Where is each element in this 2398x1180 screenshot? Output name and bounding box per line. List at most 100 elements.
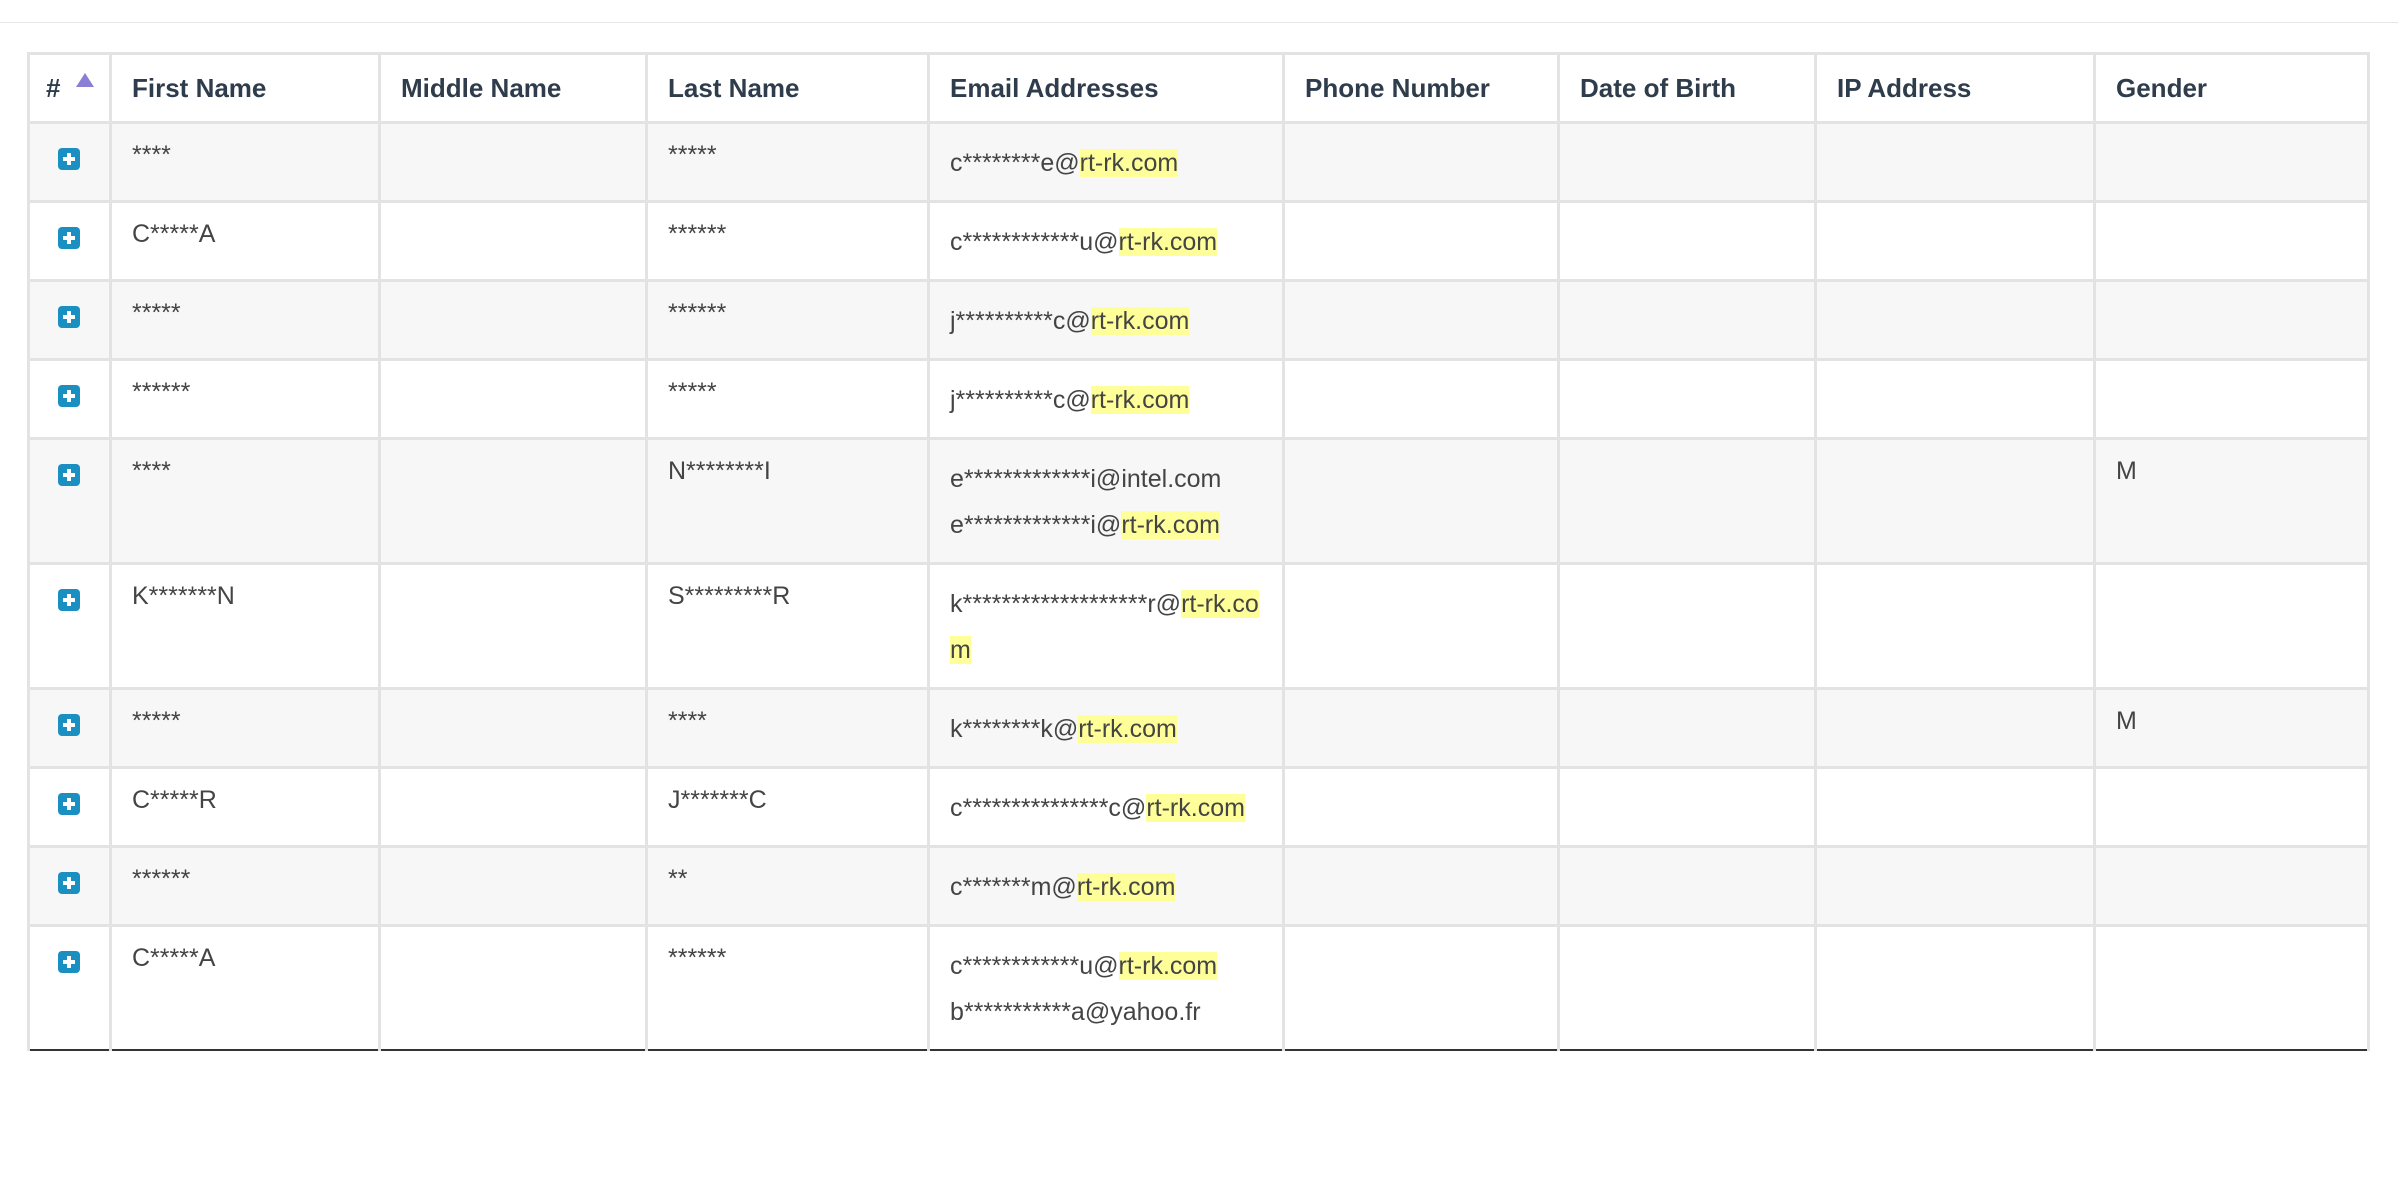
table-row: **** ***** c********e@rt-rk.com bbox=[27, 121, 2370, 203]
expand-cell bbox=[27, 121, 112, 203]
middle-name-cell bbox=[378, 279, 648, 361]
ip-address-cell bbox=[1814, 121, 2096, 203]
expand-plus-icon[interactable] bbox=[58, 227, 80, 249]
email-local-part: b***********a@ bbox=[950, 998, 1111, 1026]
expand-cell bbox=[27, 845, 112, 927]
email-domain-highlight: rt-rk.com bbox=[1146, 794, 1245, 822]
first-name-cell: ***** bbox=[109, 279, 381, 361]
phone-number-cell bbox=[1282, 200, 1560, 282]
last-name-cell: ****** bbox=[645, 200, 930, 282]
date-of-birth-cell bbox=[1557, 200, 1817, 282]
expand-plus-icon[interactable] bbox=[58, 306, 80, 328]
ip-address-cell bbox=[1814, 562, 2096, 690]
column-header-last-name[interactable]: Last Name bbox=[645, 52, 930, 124]
first-name-cell: C*****A bbox=[109, 924, 381, 1051]
email-domain-highlight: rt-rk.com bbox=[1121, 511, 1220, 539]
ip-address-cell bbox=[1814, 437, 2096, 565]
email-address: j**********c@rt-rk.com bbox=[950, 298, 1262, 344]
last-name-cell: ***** bbox=[645, 358, 930, 440]
phone-number-cell bbox=[1282, 279, 1560, 361]
column-header-email-addresses[interactable]: Email Addresses bbox=[927, 52, 1285, 124]
email-domain-highlight: rt-rk.com bbox=[1090, 386, 1190, 414]
top-divider bbox=[0, 22, 2398, 23]
table-row: ***** **** k********k@rt-rk.com M bbox=[27, 687, 2370, 769]
email-local-part: k*******************r@ bbox=[950, 590, 1182, 618]
middle-name-cell bbox=[378, 687, 648, 769]
phone-number-cell bbox=[1282, 924, 1560, 1051]
email-local-part: c************u@ bbox=[950, 228, 1119, 256]
email-local-part: j**********c@ bbox=[950, 307, 1091, 335]
email-address: c*******m@rt-rk.com bbox=[950, 864, 1262, 910]
gender-cell bbox=[2093, 924, 2370, 1051]
expand-cell bbox=[27, 279, 112, 361]
gender-cell: M bbox=[2093, 687, 2370, 769]
email-local-part: c***************c@ bbox=[950, 794, 1147, 822]
email-addresses-cell: j**********c@rt-rk.com bbox=[927, 279, 1285, 361]
phone-number-cell bbox=[1282, 562, 1560, 690]
date-of-birth-cell bbox=[1557, 845, 1817, 927]
expand-plus-icon[interactable] bbox=[58, 148, 80, 170]
date-of-birth-cell bbox=[1557, 437, 1817, 565]
email-addresses-cell: c************u@rt-rk.com bbox=[927, 200, 1285, 282]
email-domain-highlight: rt-rk.com bbox=[1078, 715, 1177, 743]
column-header-index-label: # bbox=[46, 72, 61, 103]
email-address: c***************c@rt-rk.com bbox=[950, 785, 1262, 831]
expand-plus-icon[interactable] bbox=[58, 951, 80, 973]
expand-plus-icon[interactable] bbox=[58, 385, 80, 407]
last-name-cell: ***** bbox=[645, 121, 930, 203]
middle-name-cell bbox=[378, 562, 648, 690]
expand-cell bbox=[27, 358, 112, 440]
last-name-cell: J*******C bbox=[645, 766, 930, 848]
table-row: C*****A ****** c************u@rt-rk.com b**… bbox=[27, 924, 2370, 1051]
date-of-birth-cell bbox=[1557, 562, 1817, 690]
column-header-index[interactable]: # bbox=[27, 52, 112, 124]
column-header-middle-name[interactable]: Middle Name bbox=[378, 52, 648, 124]
column-header-ip-address[interactable]: IP Address bbox=[1814, 52, 2096, 124]
first-name-cell: K*******N bbox=[109, 562, 381, 690]
expand-plus-icon[interactable] bbox=[58, 714, 80, 736]
first-name-cell: ****** bbox=[109, 845, 381, 927]
email-domain-highlight: rt-rk.com bbox=[1079, 149, 1179, 177]
email-addresses-cell: c*******m@rt-rk.com bbox=[927, 845, 1285, 927]
ip-address-cell bbox=[1814, 279, 2096, 361]
ip-address-cell bbox=[1814, 358, 2096, 440]
sort-ascending-icon[interactable] bbox=[76, 72, 95, 87]
middle-name-cell bbox=[378, 437, 648, 565]
email-address: b***********a@yahoo.fr bbox=[950, 989, 1262, 1035]
email-domain: intel.com bbox=[1121, 465, 1222, 493]
ip-address-cell bbox=[1814, 845, 2096, 927]
date-of-birth-cell bbox=[1557, 766, 1817, 848]
table-row: ***********j**********c@rt-rk.com bbox=[27, 279, 2370, 361]
expand-plus-icon[interactable] bbox=[58, 793, 80, 815]
gender-cell bbox=[2093, 200, 2370, 282]
column-header-first-name[interactable]: First Name bbox=[109, 52, 381, 124]
last-name-cell: N********I bbox=[645, 437, 930, 565]
first-name-cell: ****** bbox=[109, 358, 381, 440]
expand-plus-icon[interactable] bbox=[58, 872, 80, 894]
expand-cell bbox=[27, 766, 112, 848]
phone-number-cell bbox=[1282, 121, 1560, 203]
phone-number-cell bbox=[1282, 845, 1560, 927]
email-local-part: k********k@ bbox=[950, 715, 1079, 743]
last-name-cell: ** bbox=[645, 845, 930, 927]
first-name-cell: **** bbox=[109, 437, 381, 565]
expand-cell bbox=[27, 200, 112, 282]
column-header-gender[interactable]: Gender bbox=[2093, 52, 2370, 124]
column-header-phone-number[interactable]: Phone Number bbox=[1282, 52, 1560, 124]
header-row: # First Name Middle Name Last Name Email… bbox=[27, 52, 2370, 124]
expand-plus-icon[interactable] bbox=[58, 464, 80, 486]
column-header-date-of-birth[interactable]: Date of Birth bbox=[1557, 52, 1817, 124]
gender-cell bbox=[2093, 766, 2370, 848]
first-name-cell: C*****A bbox=[109, 200, 381, 282]
email-local-part: e*************i@ bbox=[950, 465, 1122, 493]
email-domain-highlight: rt-rk.com bbox=[1118, 952, 1218, 980]
expand-plus-icon[interactable] bbox=[58, 589, 80, 611]
email-address: j**********c@rt-rk.com bbox=[950, 377, 1262, 423]
expand-cell bbox=[27, 437, 112, 565]
date-of-birth-cell bbox=[1557, 687, 1817, 769]
email-local-part: c*******m@ bbox=[950, 873, 1077, 901]
email-address: e*************i@rt-rk.com bbox=[950, 502, 1262, 548]
middle-name-cell bbox=[378, 358, 648, 440]
email-local-part: c********e@ bbox=[950, 149, 1080, 177]
email-domain-highlight: rt-rk.com bbox=[1118, 228, 1218, 256]
